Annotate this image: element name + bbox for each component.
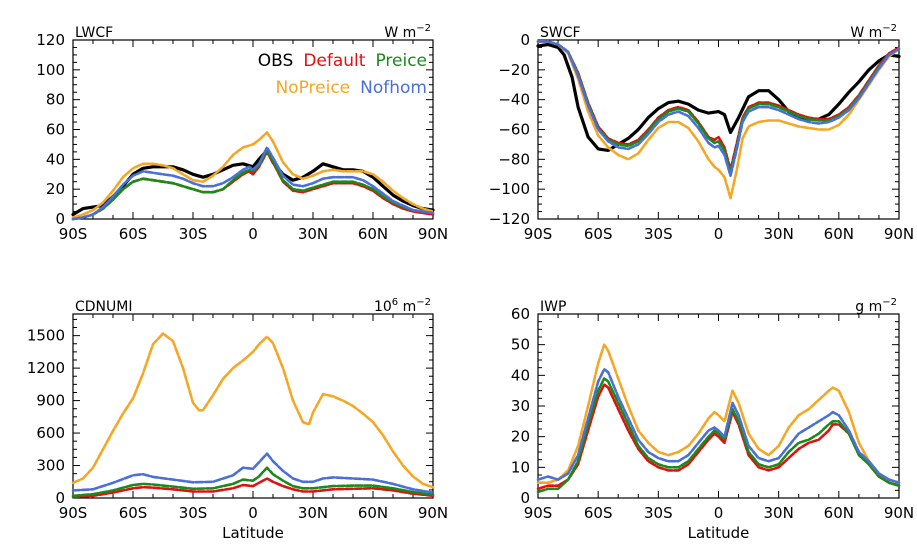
y-tick-label: −120: [489, 210, 530, 228]
y-tick-label: 80: [46, 91, 65, 109]
series-line-nofhom: [536, 40, 901, 177]
y-tick-label: 300: [36, 457, 65, 475]
x-tick-label: 30N: [764, 225, 794, 243]
y-tick-label: 20: [46, 180, 65, 198]
x-tick-label: 90S: [59, 225, 88, 243]
x-tick-label: 30S: [179, 225, 208, 243]
series-line-obs: [536, 42, 901, 152]
series-line-default: [536, 40, 901, 172]
y-tick-label: 600: [36, 424, 65, 442]
x-tick-label: 0: [248, 504, 258, 522]
series-line-obs: [71, 148, 435, 217]
series-line-nofhom: [536, 367, 901, 485]
series-line-nopreice: [71, 332, 435, 489]
x-tick-label: 60S: [584, 504, 613, 522]
x-tick-label: 0: [248, 225, 258, 243]
x-tick-label: 90S: [524, 225, 553, 243]
y-tick-label: 1200: [27, 359, 65, 377]
legend-entry: Default: [303, 51, 365, 71]
x-tick-label: 0: [714, 504, 724, 522]
legend-entry: OBS: [258, 51, 294, 71]
series-line-nofhom: [71, 452, 435, 494]
panel-unit: 106 m−2: [374, 297, 431, 315]
y-tick-label: 20: [511, 428, 530, 446]
x-axis-title: Latitude: [688, 524, 750, 542]
series-line-nopreice: [536, 343, 901, 485]
y-tick-label: 100: [36, 61, 65, 79]
series-line-preice: [71, 466, 435, 498]
panel-lwcf: 90S 60S 30S 0 30N 60N 90N 0 20 40 60 80 100 120 LWCF W …: [36, 23, 448, 243]
y-tick-label: −20: [498, 61, 530, 79]
y-tick-label: −40: [498, 91, 530, 109]
series-line-preice: [536, 40, 901, 175]
legend-entry: Preice: [375, 51, 427, 71]
y-tick-label: 900: [36, 392, 65, 410]
legend-entry: Nofhom: [360, 78, 427, 98]
y-tick-label: 30: [511, 397, 530, 415]
x-tick-label: 60N: [358, 225, 388, 243]
panel-title: SWCF: [540, 25, 581, 41]
series-line-preice: [536, 377, 901, 494]
panel-unit: g m−2: [855, 297, 897, 315]
x-axis-title: Latitude: [222, 524, 284, 542]
panel-unit: W m−2: [384, 23, 431, 41]
y-tick-label: 10: [511, 458, 530, 476]
y-tick-label: −60: [498, 121, 530, 139]
panel-iwp: 90S 60S 30S 0 30N 60N 90N 0 10 20 30 40 50 60 IWP g m−2…: [511, 297, 914, 542]
y-tick-label: 50: [511, 336, 530, 354]
y-tick-label: 40: [511, 366, 530, 384]
x-tick-label: 90S: [524, 504, 553, 522]
x-tick-label: 30S: [644, 225, 673, 243]
series-line-nopreice: [536, 40, 901, 200]
y-tick-label: 0: [55, 210, 65, 228]
y-tick-label: 120: [36, 31, 65, 49]
series-line-nofhom: [71, 146, 435, 221]
panel-title: CDNUMI: [75, 299, 132, 315]
x-tick-label: 30S: [179, 504, 208, 522]
panel-title: LWCF: [75, 25, 113, 41]
x-tick-label: 60S: [119, 225, 148, 243]
panel-cdnumi: 90S 60S 30S 0 30N 60N 90N 0 300 600 900 1200 1500 CDN…: [27, 297, 448, 542]
x-tick-label: 30N: [298, 225, 328, 243]
panel-unit: W m−2: [850, 23, 897, 41]
x-tick-label: 60S: [119, 504, 148, 522]
y-tick-label: −100: [489, 180, 530, 198]
x-tick-label: 90N: [418, 504, 448, 522]
y-tick-label: −80: [498, 150, 530, 168]
panel-title: IWP: [540, 299, 566, 315]
panel-swcf: 90S 60S 30S 0 30N 60N 90N −120 −100 −80 −60 −40 −20 0…: [489, 23, 914, 243]
y-tick-label: 0: [520, 31, 530, 49]
y-tick-label: 60: [46, 121, 65, 139]
series-line-default: [71, 477, 435, 499]
plot-frame: [537, 39, 900, 220]
x-tick-label: 90N: [418, 225, 448, 243]
x-tick-label: 30N: [298, 504, 328, 522]
x-tick-label: 60N: [358, 504, 388, 522]
x-tick-label: 30S: [644, 504, 673, 522]
y-tick-label: 0: [520, 489, 530, 507]
series-line-default: [536, 383, 901, 491]
y-tick-label: 60: [511, 305, 530, 323]
x-tick-label: 90S: [59, 504, 88, 522]
x-tick-label: 60N: [824, 225, 854, 243]
series-line-nopreice: [71, 131, 435, 219]
x-tick-label: 90N: [884, 504, 914, 522]
x-tick-label: 60N: [824, 504, 854, 522]
x-tick-label: 0: [714, 225, 724, 243]
y-tick-label: 0: [55, 489, 65, 507]
x-tick-label: 30N: [764, 504, 794, 522]
legend-entry: NoPreice: [275, 78, 350, 98]
y-tick-label: 1500: [27, 327, 65, 345]
y-tick-label: 40: [46, 150, 65, 168]
x-tick-label: 60S: [584, 225, 613, 243]
x-tick-label: 90N: [884, 225, 914, 243]
series-line-preice: [71, 149, 435, 221]
